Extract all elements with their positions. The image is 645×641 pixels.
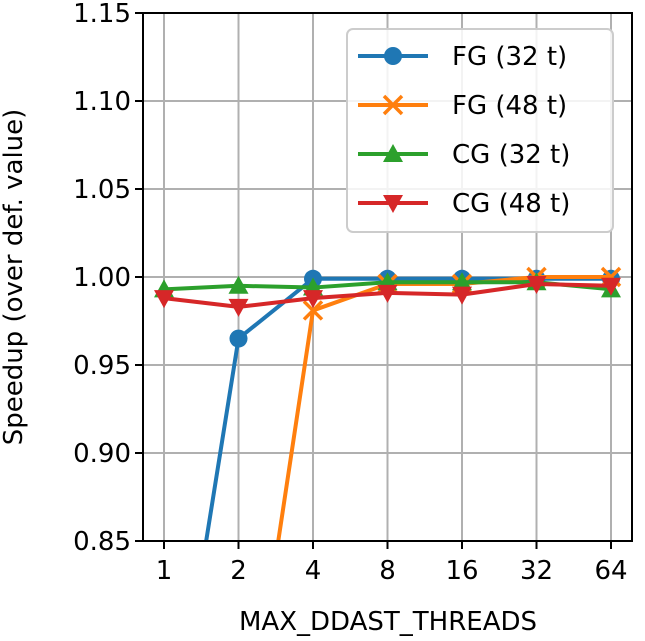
x-tick-label: 16 xyxy=(445,556,478,586)
legend-label: CG (48 t) xyxy=(452,189,570,219)
legend-label: FG (48 t) xyxy=(452,91,567,121)
triangle-down-marker-icon xyxy=(303,290,323,309)
legend-item: FG (32 t) xyxy=(358,42,567,72)
x-tick-label: 32 xyxy=(520,556,553,586)
y-tick-label: 1.10 xyxy=(73,87,131,117)
x-tick-label: 1 xyxy=(156,556,173,586)
x-axis: 1 2 4 8 16 32 64 xyxy=(156,541,628,586)
triangle-up-marker-icon xyxy=(228,275,249,294)
circle-marker-icon xyxy=(229,329,248,348)
y-axis-label: Speedup (over def. value) xyxy=(0,109,29,446)
x-tick-label: 64 xyxy=(594,556,627,586)
data-series xyxy=(154,266,622,541)
legend-label: FG (32 t) xyxy=(452,42,567,72)
legend: FG (32 t) FG (48 t) CG (32 t) CG (48 t) xyxy=(346,28,614,233)
circle-marker-icon xyxy=(384,47,402,65)
series-cg-48-t- xyxy=(154,276,621,317)
triangle-down-marker-icon xyxy=(383,195,403,213)
x-marker-icon xyxy=(302,300,324,321)
triangle-up-marker-icon xyxy=(383,144,403,162)
y-axis: 0.85 0.90 0.95 1.00 1.05 1.10 1.15 xyxy=(73,0,143,557)
triangle-down-marker-icon xyxy=(452,286,472,305)
legend-box xyxy=(346,28,614,233)
y-tick-label: 0.85 xyxy=(73,527,131,557)
legend-item: CG (48 t) xyxy=(358,189,570,219)
triangle-down-marker-icon xyxy=(377,284,398,303)
x-tick-label: 2 xyxy=(230,556,247,586)
y-tick-label: 0.90 xyxy=(73,439,131,469)
triangle-up-marker-icon xyxy=(452,272,472,291)
y-tick-label: 1.00 xyxy=(73,263,131,293)
x-tick-label: 8 xyxy=(379,556,396,586)
legend-item: FG (48 t) xyxy=(358,91,567,121)
legend-item: CG (32 t) xyxy=(358,140,570,170)
x-tick-label: 4 xyxy=(305,556,322,586)
triangle-down-marker-icon xyxy=(228,298,249,317)
y-tick-label: 0.95 xyxy=(73,351,131,381)
triangle-down-marker-icon xyxy=(154,290,174,309)
x-axis-label: MAX_DDAST_THREADS xyxy=(239,607,537,637)
triangle-down-marker-icon xyxy=(601,277,621,296)
y-tick-label: 1.15 xyxy=(73,0,131,29)
legend-label: CG (32 t) xyxy=(452,140,570,170)
triangle-down-marker-icon xyxy=(526,276,547,295)
y-tick-label: 1.05 xyxy=(73,175,131,205)
x-marker-icon xyxy=(382,94,404,116)
